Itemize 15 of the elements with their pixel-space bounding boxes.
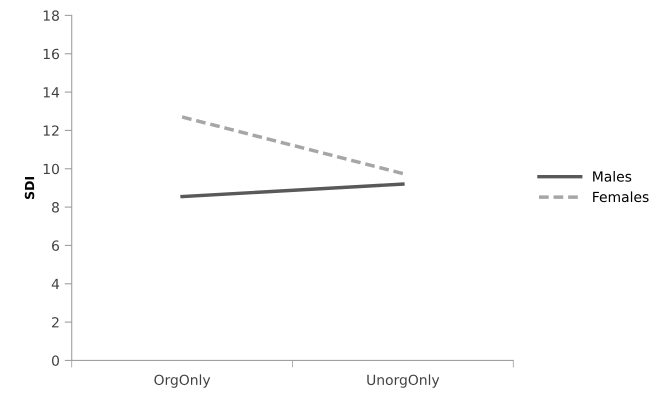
x-tick-label: UnorgOnly: [367, 374, 440, 388]
y-tick-label: 4: [52, 278, 60, 290]
y-axis-title: SDI: [24, 177, 34, 200]
x-tick-label: OrgOnly: [154, 374, 210, 388]
y-tick-label: 10: [44, 164, 59, 174]
legend-label: Males: [593, 171, 632, 182]
y-tick-label: 8: [52, 202, 59, 213]
y-tick-label: 6: [52, 240, 60, 251]
y-tick-label: 14: [44, 87, 60, 98]
y-tick-label: 18: [44, 10, 59, 21]
legend-label: Females: [593, 191, 649, 202]
y-tick-label: 2: [52, 317, 59, 328]
y-tick-label: 0: [52, 355, 59, 366]
y-tick-label: 12: [44, 125, 59, 136]
y-tick-label: 16: [44, 48, 60, 60]
